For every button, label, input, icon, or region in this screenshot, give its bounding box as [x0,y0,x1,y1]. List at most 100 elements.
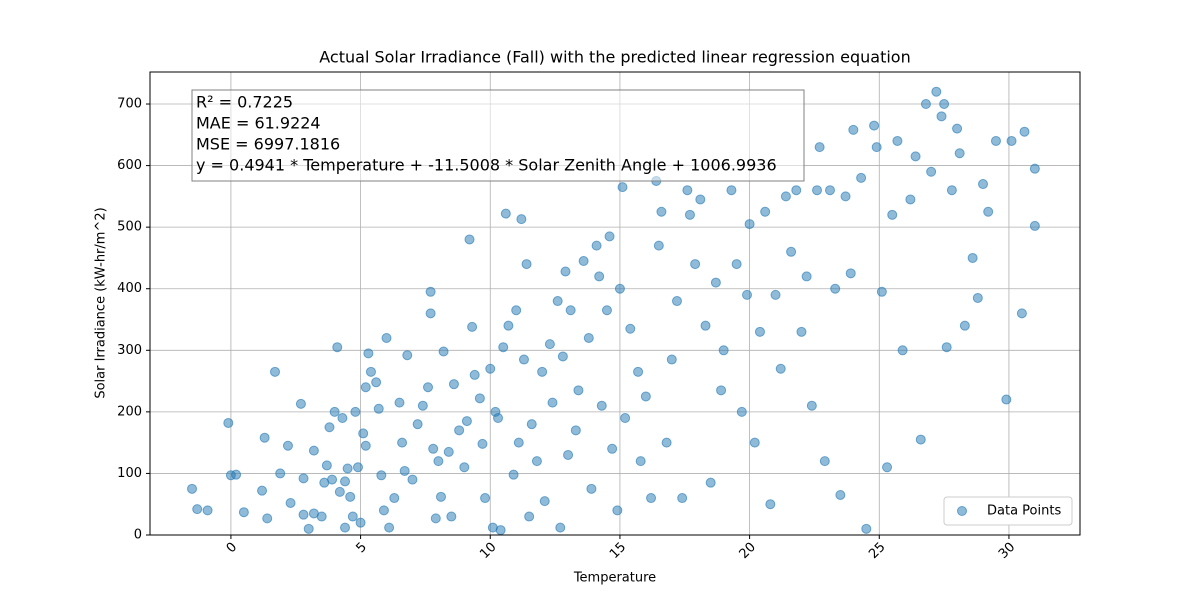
data-point [495,525,506,536]
data-point [474,393,485,404]
data-point [376,470,387,481]
data-point [350,406,361,417]
data-point [983,206,994,217]
data-point [786,246,797,257]
y-tick-label: 500 [117,220,142,235]
data-point [1006,135,1017,146]
legend-box [943,496,1073,526]
data-point [298,473,309,484]
data-point [845,268,856,279]
data-point [876,286,887,297]
annotation-box [191,89,805,182]
data-point [905,194,916,205]
data-point [824,185,835,196]
data-point [666,354,677,365]
data-point [513,437,524,448]
y-tick-label: 700 [117,97,142,112]
data-point [459,462,470,473]
data-point [334,486,345,497]
legend-marker [957,506,967,516]
data-point [321,460,332,471]
data-point [939,99,950,110]
data-point [607,443,618,454]
data-point [614,283,625,294]
data-point [423,382,434,393]
data-point [601,305,612,316]
data-point [819,456,830,467]
data-point [493,413,504,424]
data-point [661,437,672,448]
data-point [425,308,436,319]
data-point [594,271,605,282]
data-point [345,491,356,502]
data-point [295,398,306,409]
data-point [358,428,369,439]
data-point [814,142,825,153]
data-point [690,259,701,270]
data-point [347,511,358,522]
data-point [612,505,623,516]
data-point [469,369,480,380]
data-point [316,511,327,522]
data-point [454,425,465,436]
data-point [257,485,268,496]
data-point [555,522,566,533]
data-point [604,231,615,242]
data-point [749,437,760,448]
data-point [705,477,716,488]
data-point [840,191,851,202]
data-point [744,219,755,230]
data-point [920,99,931,110]
data-point [324,422,335,433]
data-point [332,342,343,353]
data-point [633,366,644,377]
data-point [812,185,823,196]
data-point [617,182,628,193]
data-point [270,366,281,377]
data-point [848,124,859,135]
data-point [736,406,747,417]
data-point [801,271,812,282]
data-point [869,120,880,131]
data-point [742,289,753,300]
annotation-line: y = 0.4941 * Temperature + -11.5008 * So… [196,156,777,175]
data-point [340,522,351,533]
data-point [365,366,376,377]
data-point [518,354,529,365]
data-point [259,432,270,443]
annotation-line: MAE = 61.9224 [196,114,321,133]
annotation-line: R² = 0.7225 [196,93,293,112]
data-point [871,142,882,153]
y-tick-label: 100 [117,466,142,481]
data-point [428,443,439,454]
data-point [537,366,548,377]
data-point [397,437,408,448]
data-point [262,513,273,524]
data-point [897,345,908,356]
data-point [718,345,729,356]
data-point [435,491,446,502]
data-point [770,289,781,300]
data-point [941,342,952,353]
data-point [231,469,242,480]
data-point [861,523,872,534]
data-point [544,339,555,350]
data-point [640,391,651,402]
data-point [202,505,213,516]
data-point [635,456,646,467]
data-point [583,332,594,343]
data-point [596,400,607,411]
data-point [936,111,947,122]
data-point [726,185,737,196]
data-point [425,286,436,297]
data-point [677,493,688,504]
data-point [464,234,475,245]
data-point [480,493,491,504]
data-point [187,483,198,494]
data-point [526,419,537,430]
data-point [1029,220,1040,231]
data-point [954,148,965,159]
data-point [830,283,841,294]
data-point [586,483,597,494]
data-point [573,385,584,396]
